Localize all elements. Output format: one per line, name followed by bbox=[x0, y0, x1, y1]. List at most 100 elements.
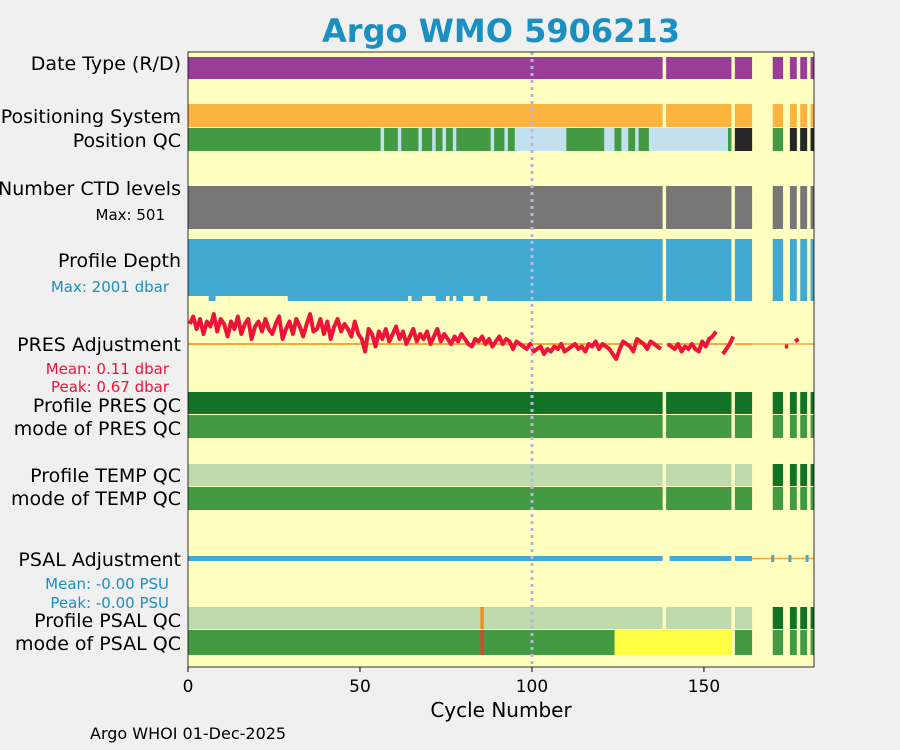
profile-depth-shallow-16 bbox=[483, 296, 488, 302]
positioning-bar-0 bbox=[188, 104, 663, 127]
mode-temp-qc-bar-0 bbox=[188, 487, 663, 510]
profile-depth-shallow-8 bbox=[428, 296, 433, 302]
profile-depth-shallow-7 bbox=[425, 296, 429, 302]
row-label-2: Position QC bbox=[73, 130, 181, 152]
row-label-3: Number CTD levels bbox=[0, 178, 181, 200]
pres-adjustment-line-5 bbox=[793, 337, 800, 344]
profile-pres-qc-bar-0 bbox=[188, 392, 663, 414]
row-label-1: Positioning System bbox=[1, 106, 181, 128]
profile-depth-bar-2 bbox=[734, 239, 753, 301]
row-label-6: Max: 2001 dbar bbox=[51, 278, 170, 296]
psal-adjustment-bar-0 bbox=[188, 556, 663, 561]
date-type-bar-6 bbox=[810, 57, 814, 79]
position-qc-probable-10 bbox=[621, 128, 629, 151]
position-qc-probable-11 bbox=[635, 128, 639, 151]
mode-temp-qc-bar-6 bbox=[810, 487, 814, 510]
chart-title: Argo WMO 5906213 bbox=[322, 12, 680, 50]
profile-depth-shallow-13 bbox=[466, 296, 471, 302]
profile-pres-qc-bar-5 bbox=[800, 392, 808, 414]
row-label-11: mode of PRES QC bbox=[14, 418, 181, 440]
profile-depth-shallow-9 bbox=[432, 296, 436, 302]
position-qc-bar-0 bbox=[188, 128, 663, 151]
row-label-4: Max: 501 bbox=[96, 206, 165, 224]
profile-depth-shallow-12 bbox=[463, 296, 467, 302]
ctd-levels-bar-2 bbox=[734, 186, 753, 229]
x-tick-label-2: 100 bbox=[516, 677, 548, 697]
position-qc-probable-5 bbox=[452, 128, 457, 151]
mode-pres-qc-bar-6 bbox=[810, 415, 814, 438]
row-label-5: Profile Depth bbox=[58, 250, 181, 272]
row-label-9: Peak: 0.67 dbar bbox=[51, 378, 170, 396]
mode-pres-qc-bar-1 bbox=[666, 415, 732, 438]
date-type-bar-3 bbox=[772, 57, 784, 79]
profile-pres-qc-bar-6 bbox=[810, 392, 814, 414]
position-qc-probable-8 bbox=[514, 128, 567, 151]
profile-temp-qc-tail-1 bbox=[789, 464, 797, 486]
x-axis-label: Cycle Number bbox=[430, 698, 572, 722]
profile-pres-qc-bar-1 bbox=[666, 392, 732, 414]
profile-depth-bar-3 bbox=[772, 239, 784, 301]
profile-depth-shallow-11 bbox=[452, 296, 457, 302]
psal-adjustment-tick-0 bbox=[771, 555, 775, 562]
positioning-bar-1 bbox=[666, 104, 732, 127]
plot-background bbox=[188, 52, 814, 667]
position-qc-probable-7 bbox=[504, 128, 508, 151]
profile-depth-shallow-0 bbox=[188, 296, 209, 302]
profile-psal-qc-bar-1 bbox=[666, 607, 732, 629]
ctd-levels-bar-0 bbox=[188, 186, 663, 229]
mode-pres-qc-bar-3 bbox=[772, 415, 784, 438]
mode-temp-qc-bar-1 bbox=[666, 487, 732, 510]
date-type-bar-0 bbox=[188, 57, 663, 79]
pres-zero-line-0 bbox=[188, 343, 663, 345]
date-type-bar-5 bbox=[800, 57, 808, 79]
row-label-16: Peak: -0.00 PSU bbox=[50, 594, 169, 612]
positioning-bar-5 bbox=[800, 104, 808, 127]
profile-psal-qc-bar-2 bbox=[734, 607, 753, 629]
profile-temp-qc-tail-0 bbox=[772, 464, 784, 486]
position-qc-probable-1 bbox=[397, 128, 402, 151]
mode-temp-qc-bar-5 bbox=[800, 487, 808, 510]
profile-depth-bar-6 bbox=[810, 239, 814, 301]
mode-pres-qc-bar-0 bbox=[188, 415, 663, 438]
footer-credit: Argo WHOI 01-Dec-2025 bbox=[90, 724, 287, 743]
profile-temp-qc-tail-3 bbox=[810, 464, 814, 486]
position-qc-probable-12 bbox=[648, 128, 729, 151]
profile-depth-shallow-3 bbox=[277, 296, 285, 302]
ctd-levels-bar-5 bbox=[800, 186, 808, 229]
position-qc-probable-3 bbox=[432, 128, 436, 151]
pres-zero-line-2 bbox=[734, 343, 753, 345]
pres-adjustment-line-0 bbox=[187, 312, 663, 361]
position-qc-missing-3 bbox=[810, 128, 814, 151]
profile-depth-bar-0 bbox=[188, 239, 663, 301]
mode-psal-qc-bar-6 bbox=[810, 630, 814, 655]
x-tick-label-1: 50 bbox=[349, 677, 371, 697]
profile-depth-shallow-10 bbox=[445, 296, 450, 302]
row-label-0: Date Type (R/D) bbox=[31, 53, 181, 75]
position-qc-probable-2 bbox=[418, 128, 422, 151]
row-label-15: Mean: -0.00 PSU bbox=[45, 575, 169, 593]
profile-pres-qc-bar-2 bbox=[734, 392, 753, 414]
profile-depth-bar-5 bbox=[800, 239, 808, 301]
row-label-10: Profile PRES QC bbox=[33, 395, 181, 417]
profile-psal-qc-tail-2 bbox=[800, 607, 808, 629]
positioning-bar-3 bbox=[772, 104, 784, 127]
profile-depth-shallow-5 bbox=[408, 296, 412, 302]
position-qc-missing-0 bbox=[734, 128, 753, 151]
position-qc-probable-6 bbox=[490, 128, 495, 151]
mode-temp-qc-bar-2 bbox=[734, 487, 753, 510]
mode-psal-qc-bar-5 bbox=[800, 630, 808, 655]
psal-adjustment-bar-1 bbox=[669, 556, 732, 561]
row-label-18: mode of PSAL QC bbox=[15, 633, 181, 655]
mode-pres-qc-bar-4 bbox=[789, 415, 797, 438]
mode-temp-qc-bar-4 bbox=[789, 487, 797, 510]
mode-psal-qc-bar-2 bbox=[734, 630, 753, 655]
date-type-bar-4 bbox=[789, 57, 797, 79]
profile-depth-shallow-4 bbox=[284, 296, 288, 302]
profile-depth-shallow-14 bbox=[470, 296, 474, 302]
position-qc-missing-2 bbox=[800, 128, 808, 151]
profile-depth-shallow-15 bbox=[480, 296, 484, 302]
x-tick-label-3: 150 bbox=[688, 677, 720, 697]
mode-psal-qc-bar-3 bbox=[772, 630, 784, 655]
positioning-bar-6 bbox=[810, 104, 814, 127]
